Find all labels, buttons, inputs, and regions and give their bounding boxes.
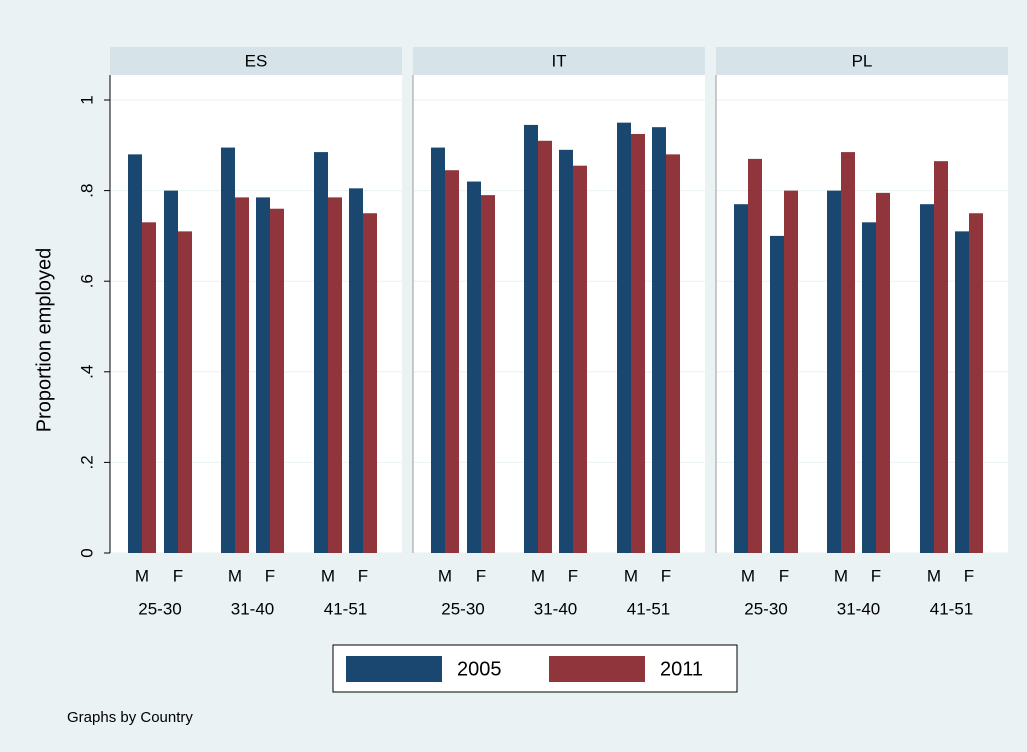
bar (955, 231, 969, 553)
y-tick-label: .8 (77, 184, 96, 198)
group-label: 41-51 (627, 599, 670, 618)
bar (431, 147, 445, 553)
y-tick-label: 0 (77, 548, 96, 557)
bar (142, 222, 156, 553)
bar (827, 190, 841, 553)
group-label: 41-51 (930, 599, 973, 618)
bar (934, 161, 948, 553)
panel-header (716, 47, 1008, 75)
bar (617, 122, 631, 554)
bar (363, 213, 377, 553)
bar (481, 195, 495, 553)
group-label: 31-40 (837, 599, 880, 618)
legend-label: 2011 (660, 658, 703, 680)
panel-title: IT (551, 51, 566, 70)
bar (221, 147, 235, 553)
bar (349, 188, 363, 553)
bar (524, 124, 538, 553)
y-tick-label: .2 (77, 455, 96, 469)
bar (128, 154, 142, 554)
x-tick-label: F (779, 566, 789, 585)
bar (314, 152, 328, 553)
note: Graphs by Country (67, 709, 193, 726)
panel-header (110, 47, 402, 75)
bar (256, 197, 270, 553)
bar (235, 197, 249, 553)
bar (748, 158, 762, 553)
x-tick-label: F (661, 566, 671, 585)
legend-swatch (549, 656, 645, 682)
bar (920, 204, 934, 553)
bar (770, 235, 784, 553)
x-tick-label: F (173, 566, 183, 585)
bar (969, 213, 983, 553)
group-label: 41-51 (324, 599, 367, 618)
x-tick-label: F (265, 566, 275, 585)
bar (876, 192, 890, 554)
x-tick-label: M (834, 566, 848, 585)
group-label: 25-30 (138, 599, 181, 618)
legend-label: 2005 (457, 658, 502, 680)
x-tick-label: F (964, 566, 974, 585)
panel-header (413, 47, 705, 75)
group-label: 25-30 (744, 599, 787, 618)
panel-title: PL (852, 51, 873, 70)
bar (559, 149, 573, 553)
y-tick-label: .6 (77, 274, 96, 288)
group-label: 25-30 (441, 599, 484, 618)
y-tick-label: .4 (77, 365, 96, 379)
x-tick-label: F (871, 566, 881, 585)
x-tick-label: M (741, 566, 755, 585)
bar (784, 190, 798, 553)
bar (328, 197, 342, 553)
group-label: 31-40 (534, 599, 577, 618)
y-axis-title: Proportion employed (33, 248, 55, 433)
bar (862, 222, 876, 553)
bar (734, 204, 748, 553)
x-tick-label: M (321, 566, 335, 585)
x-tick-label: M (927, 566, 941, 585)
bar (467, 181, 481, 554)
x-tick-label: F (568, 566, 578, 585)
x-tick-label: M (438, 566, 452, 585)
bar (178, 231, 192, 553)
y-tick-label: 1 (77, 95, 96, 104)
bar (270, 208, 284, 553)
bar (666, 154, 680, 554)
bar (841, 152, 855, 553)
x-tick-label: M (228, 566, 242, 585)
bar (652, 127, 666, 554)
bar (445, 170, 459, 553)
bar (631, 133, 645, 553)
x-tick-label: F (476, 566, 486, 585)
legend-swatch (346, 656, 442, 682)
x-tick-label: M (531, 566, 545, 585)
bar (164, 190, 178, 553)
bar (573, 165, 587, 553)
x-tick-label: M (135, 566, 149, 585)
x-tick-label: F (358, 566, 368, 585)
panel-title: ES (245, 51, 268, 70)
group-label: 31-40 (231, 599, 274, 618)
bar (538, 140, 552, 553)
x-tick-label: M (624, 566, 638, 585)
